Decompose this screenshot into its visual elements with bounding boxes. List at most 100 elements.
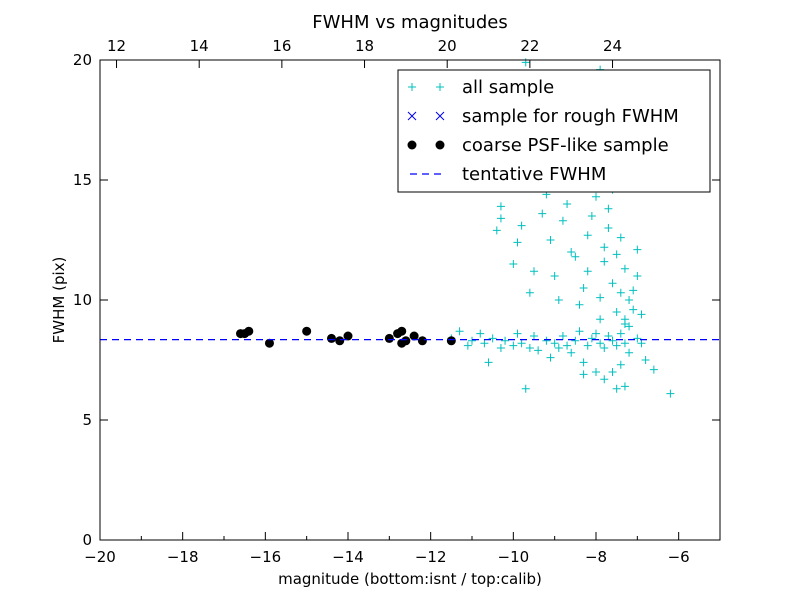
all-sample-point: [534, 346, 543, 355]
plot-area: [100, 58, 720, 398]
x-tick-label: −6: [668, 548, 690, 566]
all-sample-point: [571, 336, 580, 345]
all-sample-point: [620, 264, 629, 273]
all-sample-point: [496, 344, 505, 352]
all-sample-point: [612, 250, 621, 259]
all-sample-point: [567, 248, 576, 256]
x-tick-label: −18: [167, 548, 199, 566]
all-sample-point: [629, 305, 638, 314]
legend-marker-rough-fwhm: [435, 111, 445, 121]
y-axis-label: FWHM (pix): [50, 257, 68, 344]
all-sample-point: [496, 202, 505, 211]
all-sample-point: [608, 368, 617, 376]
all-sample-point: [612, 384, 621, 393]
all-sample-point: [620, 382, 629, 391]
all-sample-point: [596, 293, 605, 302]
all-sample-point: [501, 336, 510, 345]
psf-like-point: [384, 333, 394, 343]
all-sample-point: [641, 356, 650, 364]
legend: all sample sample for rough FWHM coarse PS…: [397, 69, 711, 193]
all-sample-point: [513, 329, 522, 338]
legend-label: tentative FWHM: [462, 164, 606, 185]
all-sample-point: [596, 315, 605, 324]
all-sample-point: [517, 339, 526, 348]
all-sample-point: [546, 236, 555, 244]
all-sample-point: [530, 267, 538, 276]
all-sample-point: [521, 384, 530, 393]
psf-like-point: [326, 333, 336, 343]
legend-marker-all-sample: [436, 83, 444, 91]
legend-marker-psf-like: [407, 140, 417, 150]
all-sample-point: [592, 192, 600, 201]
all-sample-point: [637, 339, 646, 348]
legend-label: coarse PSF-like sample: [462, 135, 669, 156]
all-sample-point: [608, 336, 617, 345]
y-tick-label: 0: [82, 531, 92, 549]
x-axis-label: magnitude (bottom:isnt / top:calib): [278, 570, 542, 588]
x-tick-label: −12: [415, 548, 447, 566]
all-sample-point: [604, 332, 613, 340]
top-tick-label: 14: [190, 37, 209, 55]
all-sample-point: [625, 348, 634, 357]
all-sample-point: [608, 279, 617, 288]
y-tick-label: 10: [73, 291, 92, 309]
chart-title: FWHM vs magnitudes: [312, 12, 507, 33]
top-tick-label: 16: [272, 37, 291, 55]
all-sample-point: [484, 358, 493, 367]
legend-label: all sample: [462, 77, 554, 98]
all-sample-point: [616, 288, 625, 297]
top-tick-label: 20: [438, 37, 457, 55]
y-tick-label: 5: [82, 411, 92, 429]
axes: −20 −18 −16 −14 −12 −10 −8 −6 12 14 16 18 20 22 24 0 5 10…: [73, 37, 721, 566]
x-tick-label: −10: [498, 548, 530, 566]
all-sample-point: [587, 212, 596, 220]
psf-like-point: [343, 331, 353, 341]
all-sample-point: [455, 327, 464, 336]
all-sample-point: [538, 209, 547, 218]
all-sample-point: [558, 216, 567, 225]
all-sample-point: [571, 252, 580, 261]
all-sample-point: [600, 375, 609, 384]
all-sample-point: [579, 284, 588, 292]
all-sample-point: [525, 344, 534, 352]
all-sample-point: [604, 224, 613, 232]
psf-like-point: [335, 336, 345, 346]
all-sample-point: [583, 341, 592, 350]
all-sample-point: [600, 243, 609, 252]
all-sample-point: [633, 334, 642, 343]
all-sample-point: [476, 329, 485, 338]
top-tick-label: 18: [355, 37, 374, 55]
all-sample-point: [496, 214, 505, 223]
all-sample-point: [488, 334, 497, 343]
all-sample-point: [554, 344, 563, 352]
all-sample-point: [587, 334, 596, 343]
all-sample-point: [550, 339, 559, 348]
all-sample-point: [558, 332, 567, 340]
all-sample-point: [620, 315, 629, 324]
all-sample-point: [666, 389, 675, 398]
all-sample-point: [579, 358, 588, 367]
all-sample-point: [492, 226, 501, 235]
all-sample-point: [596, 339, 605, 348]
all-sample-point: [583, 267, 592, 276]
all-sample-point: [542, 336, 551, 345]
all-sample-point: [620, 339, 629, 348]
x-tick-label: −20: [84, 548, 116, 566]
all-sample-point: [567, 348, 576, 357]
legend-label: sample for rough FWHM: [462, 106, 679, 127]
all-sample-point: [575, 327, 584, 336]
all-sample-point: [612, 341, 621, 350]
all-sample-point: [468, 336, 476, 345]
all-sample-point: [530, 332, 538, 340]
all-sample-point: [649, 365, 658, 374]
psf-like-point: [397, 326, 407, 336]
psf-like-point: [401, 336, 411, 346]
psf-like-point: [409, 331, 419, 341]
all-sample-point: [583, 231, 592, 240]
all-sample-point: [550, 272, 559, 280]
all-sample-point: [637, 310, 646, 319]
all-sample-point: [612, 308, 621, 316]
legend-marker-all-sample: [408, 83, 416, 91]
all-sample-point: [616, 329, 625, 338]
all-sample-point: [629, 286, 638, 295]
